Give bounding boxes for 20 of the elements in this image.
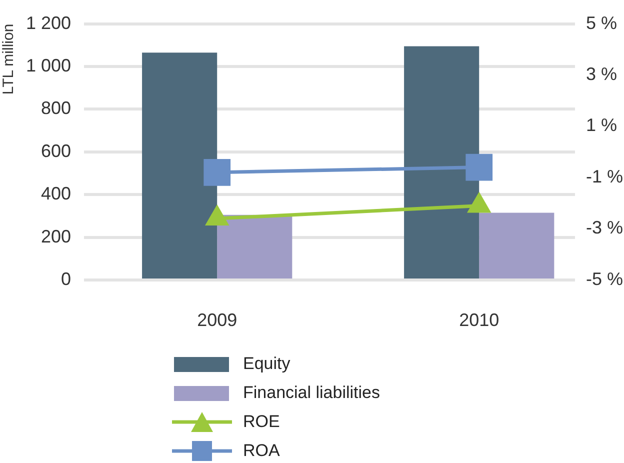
y-tick-label: 1 200 — [26, 12, 71, 33]
legend-label: ROE — [243, 412, 280, 432]
y-tick-label: 800 — [40, 98, 71, 118]
legend-label: Financial liabilities — [243, 382, 380, 402]
y2-tick-label: -3 % — [586, 218, 624, 238]
x-tick-label: 2009 — [197, 310, 238, 330]
legend-label: Equity — [243, 354, 290, 374]
y-axis-title: LTL million — [0, 24, 18, 95]
x-tick-label: 2010 — [459, 310, 500, 330]
y2-tick-label: 5 % — [586, 12, 618, 33]
y-tick-label: 0 — [60, 268, 71, 289]
y-tick-label: 200 — [40, 226, 71, 246]
y2-tick-label: 1 % — [586, 115, 618, 136]
y-tick-label: 600 — [40, 140, 71, 161]
legend-label: ROA — [243, 440, 280, 460]
y2-tick-label: -5 % — [586, 268, 624, 289]
y2-tick-label: 3 % — [586, 64, 618, 84]
y2-tick-label: -1 % — [586, 166, 624, 186]
y-tick-label: 400 — [40, 184, 71, 204]
y-tick-label: 1 000 — [26, 55, 71, 76]
